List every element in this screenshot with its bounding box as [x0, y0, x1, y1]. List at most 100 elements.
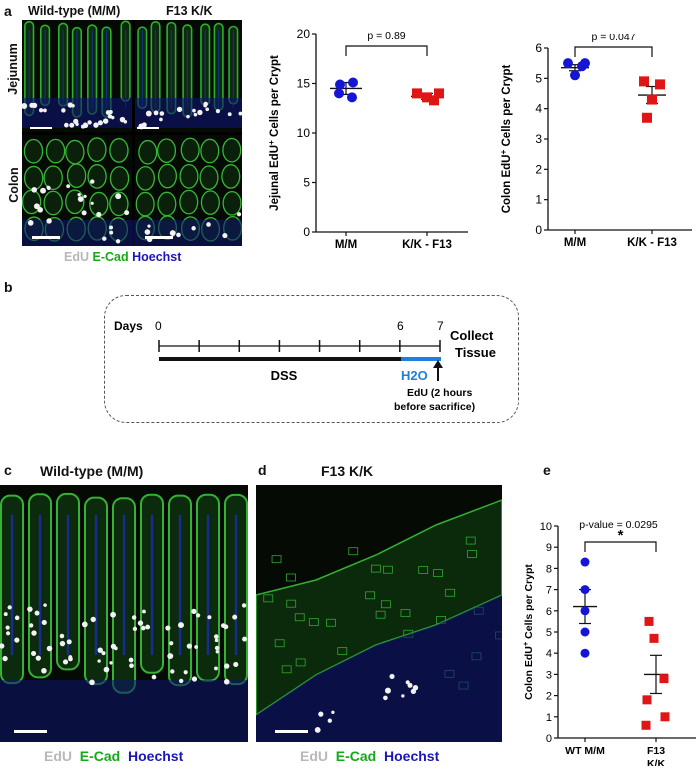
- edu-positive-nucleus: [145, 624, 151, 630]
- cell-outline: [294, 613, 305, 622]
- edu-positive-nucleus: [147, 224, 151, 228]
- edu-positive-nucleus: [105, 110, 111, 115]
- crypt: [23, 165, 44, 191]
- y-tick-label: 10: [297, 126, 311, 140]
- edu-positive-nucleus: [176, 232, 181, 238]
- edu-positive-nucleus: [3, 612, 8, 617]
- edu-positive-nucleus: [169, 641, 174, 646]
- y-label-sup: +: [521, 641, 530, 646]
- data-point-circle: [334, 88, 344, 99]
- edu-positive-nucleus: [46, 645, 53, 652]
- crypt: [135, 191, 155, 217]
- crypt: [109, 166, 130, 191]
- edu-positive-nucleus: [119, 116, 126, 123]
- stain-hoechst: Hoechst: [128, 748, 184, 764]
- edu-positive-nucleus: [144, 229, 151, 235]
- crypt: [43, 190, 63, 216]
- crypt: [221, 164, 241, 189]
- edu-positive-nucleus: [206, 222, 211, 227]
- edu-positive-nucleus: [151, 674, 157, 680]
- edu-positive-nucleus: [132, 626, 138, 632]
- panel-c-title: Wild-type (M/M): [40, 463, 144, 479]
- data-point-circle: [335, 79, 345, 90]
- crypt: [65, 139, 85, 165]
- stain-edu: EdU: [300, 748, 328, 764]
- edu-positive-nucleus: [97, 659, 101, 663]
- edu-positive-nucleus: [137, 620, 144, 626]
- data-point-square: [655, 79, 665, 90]
- crypt: [200, 138, 220, 164]
- arrow-head-icon: [433, 360, 443, 368]
- edu-positive-nucleus: [90, 616, 96, 623]
- edu-positive-nucleus: [14, 615, 20, 621]
- edu-positive-nucleus: [31, 630, 37, 636]
- y-tick-label: 10: [540, 521, 552, 533]
- edu-positive-nucleus: [124, 210, 130, 216]
- edu-positive-nucleus: [7, 605, 12, 610]
- edu-positive-nucleus: [102, 118, 109, 124]
- edu-positive-nucleus: [59, 633, 65, 639]
- micrograph-panel-a: [22, 20, 242, 246]
- data-point-square: [429, 95, 439, 106]
- edu-positive-nucleus: [140, 625, 146, 631]
- edu-positive-nucleus: [93, 122, 99, 128]
- significance-bracket: [574, 46, 653, 57]
- data-point-square: [422, 92, 432, 103]
- cell-outline: [383, 565, 393, 574]
- y-axis-label: Colon EdU+ Cells per Crypt: [499, 65, 513, 214]
- hoechst-layer: [256, 595, 502, 742]
- h2o-label: H2O: [401, 368, 428, 383]
- cell-outline: [308, 618, 319, 627]
- edu-positive-nucleus: [77, 193, 81, 197]
- x-category-label: M/M: [335, 239, 357, 251]
- data-point-circle: [580, 627, 590, 637]
- edu-positive-nucleus: [110, 643, 117, 650]
- hoechst-layer: [22, 220, 242, 246]
- y-tick-label: 15: [297, 77, 311, 91]
- y-tick-label: 6: [546, 606, 552, 618]
- x-category-label: M/M: [564, 237, 586, 249]
- edu-positive-nucleus: [197, 109, 203, 116]
- data-point-square: [659, 674, 669, 684]
- cell-outline: [295, 658, 306, 667]
- edu-positive-nucleus: [183, 670, 188, 675]
- day-tick-label: 6: [397, 319, 404, 333]
- edu-positive-nucleus: [128, 657, 134, 663]
- edu-positive-nucleus: [77, 196, 84, 202]
- crypt: [180, 137, 200, 163]
- edu-positive-nucleus: [61, 108, 66, 113]
- stain-ecad: E-Cad: [335, 748, 377, 764]
- dss-bar: [159, 357, 401, 361]
- edu-positive-nucleus: [59, 640, 66, 647]
- edu-note-line1: EdU (2 hours: [407, 387, 472, 399]
- edu-positive-nucleus: [110, 611, 116, 618]
- crypt: [66, 163, 87, 189]
- edu-positive-nucleus: [236, 212, 242, 217]
- edu-positive-nucleus: [68, 656, 73, 662]
- edu-positive-nucleus: [41, 667, 47, 674]
- crypt: [200, 190, 220, 215]
- edu-positive-nucleus: [46, 218, 52, 224]
- edu-positive-nucleus: [69, 122, 75, 128]
- scale-bar: [14, 730, 47, 733]
- stain-legend-c: EdU E-Cad Hoechst: [44, 748, 183, 764]
- y-tick-label: 2: [535, 162, 542, 176]
- crypt: [87, 164, 107, 189]
- timeline-box: [104, 295, 519, 423]
- crypt: [157, 163, 178, 189]
- epithelium: [256, 499, 502, 716]
- edu-positive-nucleus: [66, 639, 72, 645]
- edu-positive-nucleus: [412, 685, 419, 691]
- p-value-annotation: p = 0.89: [367, 30, 405, 42]
- edu-positive-nucleus: [2, 655, 8, 662]
- crypt: [179, 189, 199, 215]
- y-tick-label: 7: [546, 585, 552, 597]
- edu-positive-nucleus: [38, 108, 44, 113]
- cell-outline: [271, 555, 282, 564]
- crypt: [222, 137, 242, 163]
- edu-positive-nucleus: [5, 625, 10, 630]
- edu-positive-nucleus: [145, 110, 152, 117]
- edu-positive-nucleus: [220, 623, 226, 628]
- edu-positive-nucleus: [34, 610, 40, 616]
- edu-positive-nucleus: [213, 634, 219, 639]
